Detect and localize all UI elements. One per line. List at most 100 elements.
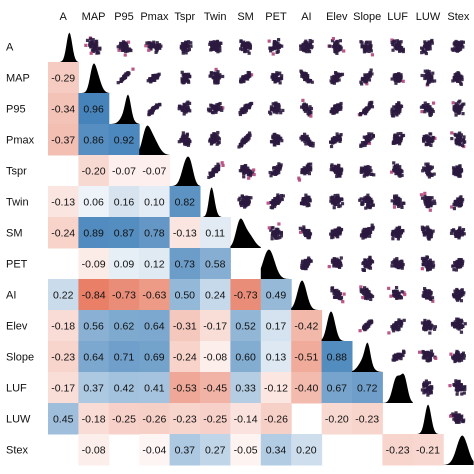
corr-cell-luw-map (78, 403, 110, 435)
scatter-tspr-twin (207, 161, 225, 180)
corr-value-elev-ai: -0.42 (294, 321, 318, 333)
corr-value-elev-twin: -0.17 (203, 321, 227, 333)
scatter-tspr-elev (329, 163, 344, 179)
scatter-elev-slope (358, 319, 374, 333)
corr-value-pet-p95: 0.09 (114, 259, 135, 271)
scatter-p95-ai (300, 98, 314, 118)
corr-value-slope-pmax: 0.69 (144, 352, 165, 364)
scatter-map-luf (390, 72, 405, 85)
corr-value-sm-twin: 0.11 (205, 228, 225, 240)
scatter-sm-ai (298, 225, 313, 240)
corr-cell-stex-luf (382, 434, 414, 466)
corr-value-luf-map: 0.37 (83, 383, 104, 395)
scatter-a-slope (359, 40, 375, 57)
corr-value-luf-p95: 0.42 (114, 383, 135, 395)
corr-cell-ai-p95 (108, 279, 140, 311)
row-label-elev: Elev (6, 321, 28, 333)
corr-cell-ai-tspr (169, 279, 201, 311)
corr-cell-pmax-p95 (108, 124, 140, 156)
corr-cell-slope-pmax (139, 341, 171, 373)
scatter-ai-luw (421, 287, 435, 303)
col-label-slope: Slope (353, 11, 381, 23)
upper-scatter-layer (84, 36, 467, 424)
corr-cell-luw-elev (321, 403, 353, 435)
corr-value-stex-luw: -0.21 (416, 445, 440, 457)
corr-cell-elev-map (78, 310, 110, 342)
col-label-elev: Elev (326, 11, 348, 23)
row-label-stex: Stex (6, 445, 29, 457)
corr-value-p95-map: 0.96 (83, 104, 104, 116)
scatter-ai-slope (359, 285, 375, 302)
scatter-luf-stex (448, 379, 467, 396)
scatter-sm-slope (359, 223, 375, 240)
corr-value-pet-pmax: 0.12 (144, 259, 165, 271)
scatter-pmax-sm (237, 131, 252, 149)
scatter-p95-elev (329, 101, 343, 115)
corr-cell-luw-tspr (169, 403, 201, 435)
col-label-ai: AI (301, 11, 311, 23)
corr-cell-sm-tspr (169, 217, 201, 249)
scatter-twin-luw (419, 191, 437, 212)
corr-value-twin-map: 0.06 (83, 197, 104, 209)
density-tspr (169, 156, 200, 186)
corr-cell-pmax-map (78, 124, 110, 156)
corr-value-luw-slope: -0.23 (355, 414, 379, 426)
row-label-sm: SM (6, 228, 23, 240)
scatter-a-luw (420, 38, 434, 56)
corr-value-stex-tspr: 0.37 (175, 445, 196, 457)
density-a (48, 32, 79, 62)
corr-cell-sm-p95 (108, 217, 140, 249)
scatter-elev-luf (387, 318, 406, 335)
col-label-luw: LUW (416, 11, 441, 23)
corr-value-ai-twin: 0.24 (205, 290, 226, 302)
corr-value-elev-p95: 0.62 (114, 321, 135, 333)
corr-cell-slope-a (48, 341, 79, 373)
scatter-sm-elev (329, 226, 344, 240)
corr-cell-sm-a (48, 217, 79, 249)
corr-cell-stex-pet (260, 434, 292, 466)
corr-cell-slope-tspr (169, 341, 201, 373)
scatter-luw-stex (448, 411, 466, 424)
density-map (78, 63, 109, 93)
corr-value-luf-twin: -0.45 (203, 383, 227, 395)
scatter-a-p95 (116, 40, 133, 57)
corr-value-pmax-map: 0.86 (83, 135, 104, 147)
corr-value-ai-sm: -0.73 (234, 290, 258, 302)
corr-cell-luf-slope (352, 372, 383, 404)
corr-value-slope-tspr: -0.24 (173, 352, 197, 364)
corr-value-pet-tspr: 0.73 (175, 259, 196, 271)
scatter-tspr-pet (268, 162, 283, 178)
corr-value-ai-pmax: -0.63 (142, 290, 166, 302)
corr-cell-elev-a (48, 310, 79, 342)
scatter-p95-stex (451, 99, 466, 117)
corr-cell-luf-ai (291, 372, 323, 404)
corr-value-slope-elev: 0.88 (327, 352, 348, 364)
corr-cell-slope-twin (200, 341, 231, 373)
scatter-p95-pmax (147, 102, 162, 117)
corr-value-sm-map: 0.89 (83, 228, 104, 240)
scatter-a-sm (239, 39, 253, 55)
scatter-a-twin (208, 39, 223, 54)
corr-cell-luw-p95 (108, 403, 140, 435)
scatter-a-luf (390, 38, 405, 54)
row-label-tspr: Tspr (6, 166, 27, 178)
corr-value-luw-a: 0.45 (53, 414, 74, 426)
density-p95 (108, 94, 140, 124)
corr-value-twin-pmax: 0.10 (144, 197, 165, 209)
corr-cell-pet-pmax (139, 248, 171, 280)
corr-value-slope-ai: -0.51 (294, 352, 318, 364)
corr-value-twin-p95: 0.16 (114, 197, 135, 209)
corr-cell-luw-a (48, 403, 79, 435)
density-elev (321, 311, 352, 341)
corr-value-sm-tspr: -0.13 (173, 228, 197, 240)
corr-cell-map-a (48, 62, 79, 94)
scatter-elev-luw (420, 318, 438, 335)
scatter-pet-luw (420, 255, 436, 272)
corr-value-ai-map: -0.84 (82, 290, 106, 302)
corr-cell-stex-ai (291, 434, 323, 466)
corr-cell-luw-twin (200, 403, 231, 435)
corr-value-luf-pmax: 0.41 (144, 383, 165, 395)
scatter-pmax-luw (421, 132, 437, 148)
scatter-p95-pet (267, 101, 285, 116)
corr-value-twin-tspr: 0.82 (175, 197, 196, 209)
